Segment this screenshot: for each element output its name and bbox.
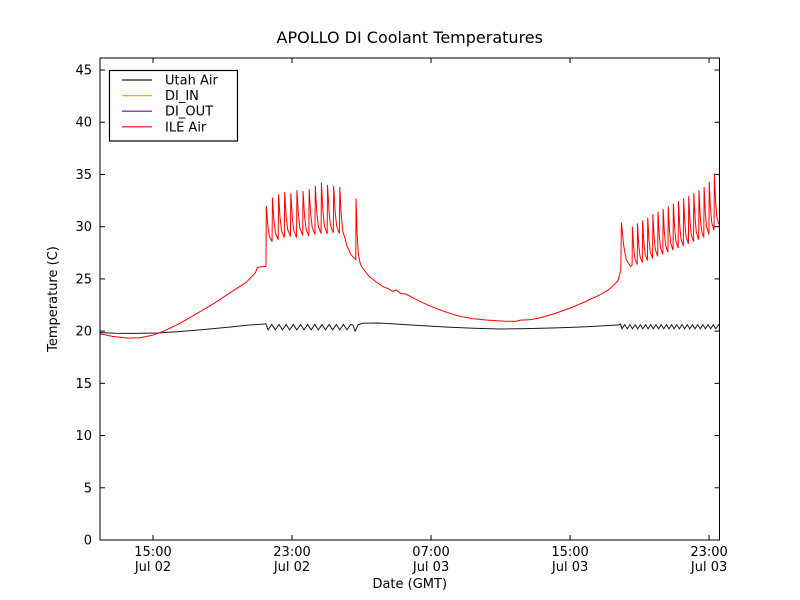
x-tick-time-label: 15:00 [134, 545, 171, 560]
legend-entry: ILE Air [122, 120, 207, 135]
y-tick-label: 5 [84, 481, 92, 496]
series-ile-air [99, 173, 720, 339]
chart-title: APOLLO DI Coolant Temperatures [277, 28, 543, 47]
legend-entry: DI_IN [122, 89, 199, 104]
x-axis-label: Date (GMT) [372, 577, 447, 592]
axes-layer [99, 57, 720, 541]
y-tick-label: 30 [75, 220, 92, 235]
y-tick-label: 35 [75, 168, 92, 183]
y-tick-label: 45 [75, 64, 92, 79]
x-tick-date-label: Jul 03 [551, 560, 588, 575]
series-utah-air [99, 322, 720, 334]
legend-entry: Utah Air [122, 74, 218, 89]
x-tick-time-label: 15:00 [551, 545, 588, 560]
legend-label: Utah Air [165, 74, 218, 89]
x-tick-time-label: 23:00 [273, 545, 310, 560]
y-tick-label: 40 [75, 116, 92, 131]
plot-border [99, 57, 720, 541]
x-tick-date-label: Jul 02 [134, 560, 171, 575]
y-tick-label: 10 [75, 429, 92, 444]
x-tick-date-label: Jul 03 [690, 560, 727, 575]
y-axis-label: Temperature (C) [46, 246, 61, 353]
x-tick-time-label: 07:00 [412, 545, 449, 560]
y-tick-label: 15 [75, 377, 92, 392]
legend-box [108, 69, 239, 142]
y-tick-label: 0 [84, 534, 92, 549]
x-tick-date-label: Jul 02 [273, 560, 310, 575]
legend-entry: DI_OUT [122, 105, 213, 120]
series-layer [99, 173, 720, 339]
x-tick-date-label: Jul 03 [412, 560, 449, 575]
y-tick-label: 20 [75, 325, 92, 340]
legend-label: ILE Air [165, 120, 207, 135]
legend-label: DI_IN [165, 89, 199, 104]
y-tick-label: 25 [75, 272, 92, 287]
legend-label: DI_OUT [165, 105, 213, 120]
x-tick-time-label: 23:00 [690, 545, 727, 560]
